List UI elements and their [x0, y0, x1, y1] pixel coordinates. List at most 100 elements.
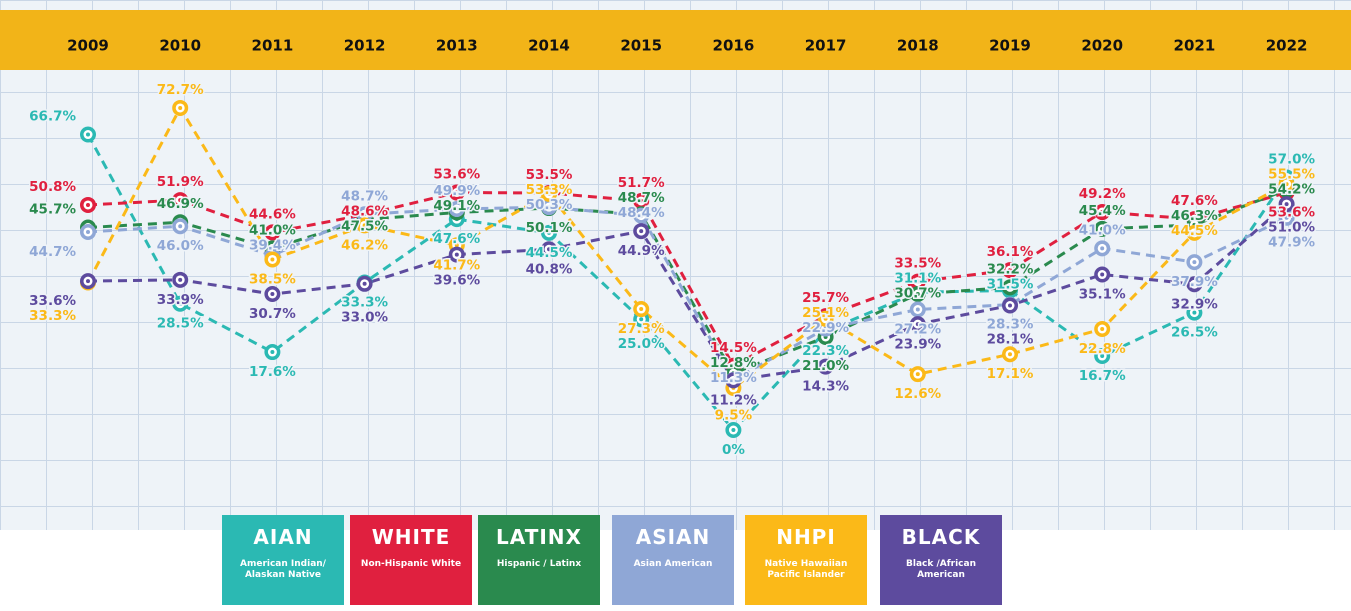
- legend-item: ASIAN Asian American: [612, 515, 734, 605]
- data-label: 16.7%: [1079, 368, 1126, 384]
- data-label: 28.1%: [987, 332, 1034, 348]
- data-label: 36.1%: [987, 244, 1034, 260]
- data-label: 40.8%: [526, 261, 573, 277]
- point-dot: [362, 212, 367, 217]
- point-dot: [1284, 202, 1289, 207]
- point-dot: [915, 291, 920, 296]
- data-label: 28.3%: [987, 317, 1034, 333]
- legend-item: WHITE Non-Hispanic White: [350, 515, 472, 605]
- point-dot: [270, 350, 275, 355]
- data-label: 23.9%: [894, 337, 941, 353]
- data-label: 51.9%: [157, 174, 204, 190]
- data-label: 11.2%: [710, 392, 757, 408]
- legend-item: NHPI Native Hawaiian Pacific Islander: [745, 515, 867, 605]
- series-line: [87, 205, 1288, 382]
- x-tick-label: 2015: [620, 37, 662, 55]
- data-label: 22.3%: [802, 343, 849, 359]
- point-dot: [1100, 226, 1105, 231]
- data-label: 46.2%: [341, 237, 388, 253]
- point-dot: [547, 191, 551, 196]
- point-dot: [731, 378, 736, 383]
- point-dot: [731, 428, 736, 432]
- data-label: 49.9%: [433, 183, 480, 199]
- data-label: 31.1%: [894, 271, 941, 287]
- data-label: 46.3%: [1171, 208, 1218, 224]
- point-dot: [86, 279, 90, 284]
- data-label: 45.7%: [29, 202, 76, 218]
- legend-item: BLACK Black /African American: [880, 515, 1002, 605]
- legend-description: Non-Hispanic White: [360, 559, 462, 569]
- point-dot: [270, 291, 275, 296]
- point-dot: [547, 247, 551, 252]
- data-label: 55.5%: [1268, 166, 1315, 182]
- data-label: 39.6%: [433, 272, 480, 288]
- legend-description: Hispanic / Latinx: [496, 559, 582, 569]
- data-label: 41.7%: [433, 257, 480, 273]
- data-label: 44.7%: [29, 244, 76, 260]
- x-tick-label: 2022: [1266, 37, 1308, 55]
- data-label: 57.0%: [1268, 151, 1315, 167]
- point-dot: [547, 205, 551, 210]
- data-label: 12.8%: [710, 355, 757, 371]
- point-dot: [547, 230, 551, 235]
- data-label: 32.9%: [1171, 296, 1218, 312]
- point-dot: [454, 243, 459, 248]
- legend-name: BLACK: [901, 525, 981, 549]
- point-dot: [1192, 310, 1197, 315]
- data-label: 27.2%: [894, 322, 941, 338]
- data-label: 39.4%: [249, 237, 296, 253]
- point-dot: [823, 326, 828, 331]
- point-dot: [362, 281, 367, 286]
- point-dot: [915, 372, 920, 377]
- point-dot: [178, 105, 183, 110]
- data-label: 50.3%: [526, 197, 573, 213]
- point-dot: [1008, 352, 1012, 357]
- data-label: 48.7%: [341, 188, 388, 204]
- data-label: 30.7%: [249, 306, 296, 322]
- data-label: 22.8%: [1079, 341, 1126, 357]
- x-tick-label: 2013: [436, 37, 478, 55]
- legend-description: American Indian/ Alaskan Native: [240, 559, 326, 580]
- data-label: 46.9%: [157, 196, 204, 212]
- point-dot: [178, 224, 183, 229]
- point-dot: [1284, 182, 1289, 187]
- legend-item: LATINX Hispanic / Latinx: [478, 515, 600, 605]
- x-tick-label: 2012: [344, 37, 386, 55]
- data-label: 50.1%: [526, 220, 573, 236]
- point-dot: [1100, 272, 1105, 277]
- data-label: 33.0%: [341, 309, 388, 325]
- x-tick-label: 2021: [1174, 37, 1216, 55]
- legend-item: AIAN American Indian/ Alaskan Native: [222, 515, 344, 605]
- legend-name: ASIAN: [635, 525, 711, 549]
- data-label: 54.2%: [1268, 181, 1315, 197]
- data-label: 11.3%: [710, 370, 757, 386]
- point-dot: [362, 223, 367, 228]
- x-tick-label: 2016: [713, 37, 755, 55]
- point-dot: [86, 202, 90, 207]
- point-dot: [86, 229, 90, 234]
- point-dot: [178, 301, 183, 306]
- data-label: 17.6%: [249, 364, 296, 380]
- x-tick-label: 2017: [805, 37, 847, 55]
- point-dot: [639, 229, 644, 234]
- point-dot: [1100, 210, 1105, 215]
- data-label: 49.2%: [1079, 186, 1126, 202]
- legend-description: Native Hawaiian Pacific Islander: [764, 559, 848, 580]
- data-label: 21.0%: [802, 358, 849, 374]
- point-dot: [178, 277, 183, 282]
- series-line: [86, 133, 1288, 433]
- point-dot: [1192, 282, 1197, 287]
- data-label: 33.3%: [341, 294, 388, 310]
- legend-name: WHITE: [371, 525, 451, 549]
- x-tick-label: 2010: [159, 37, 201, 55]
- point-dot: [1192, 230, 1197, 235]
- point-dot: [1100, 246, 1105, 251]
- series-line: [87, 202, 1288, 383]
- data-label: 44.5%: [1171, 223, 1218, 239]
- series-line: [87, 188, 1288, 376]
- point-dot: [823, 316, 828, 321]
- data-label: 12.6%: [894, 386, 941, 402]
- data-label: 38.5%: [249, 271, 296, 287]
- data-label: 32.2%: [987, 261, 1034, 277]
- data-label: 14.3%: [802, 379, 849, 395]
